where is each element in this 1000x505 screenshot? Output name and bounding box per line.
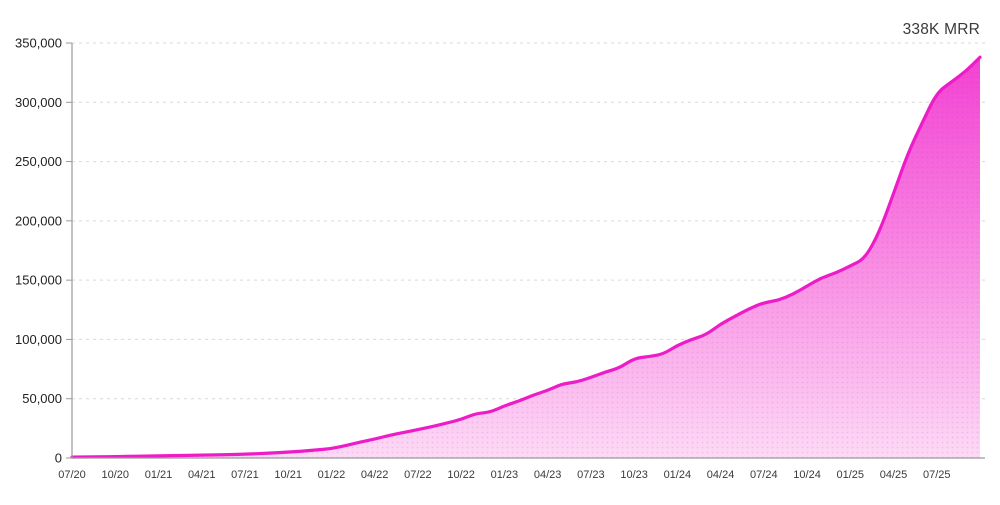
x-tick-label: 01/25 bbox=[837, 469, 865, 481]
y-tick-label: 200,000 bbox=[15, 213, 62, 228]
y-tick-label: 150,000 bbox=[15, 273, 62, 288]
x-tick-label: 04/25 bbox=[880, 469, 908, 481]
x-tick-label: 01/23 bbox=[491, 469, 519, 481]
x-tick-label: 10/24 bbox=[793, 469, 821, 481]
chart-title: 338K MRR bbox=[902, 21, 980, 38]
x-tick-label: 07/20 bbox=[58, 469, 86, 481]
x-tick-label: 04/21 bbox=[188, 469, 216, 481]
area-fill-dot-texture bbox=[72, 57, 980, 458]
x-tick-label: 07/23 bbox=[577, 469, 605, 481]
x-tick-label: 07/21 bbox=[231, 469, 259, 481]
y-tick-label: 0 bbox=[55, 451, 62, 466]
x-tick-label: 07/25 bbox=[923, 469, 951, 481]
y-tick-label: 350,000 bbox=[15, 36, 62, 51]
y-tick-label: 100,000 bbox=[15, 332, 62, 347]
axes-layer bbox=[66, 42, 985, 459]
x-tick-label: 01/22 bbox=[318, 469, 346, 481]
axis-labels-layer: 0 50,000 100,000 150,000 200,000 250,000 300,0… bbox=[15, 36, 951, 482]
area-series-layer bbox=[70, 55, 982, 459]
x-tick-label: 10/23 bbox=[620, 469, 648, 481]
x-tick-label: 07/22 bbox=[404, 469, 432, 481]
trend-line bbox=[70, 55, 982, 459]
x-tick-label: 04/24 bbox=[707, 469, 735, 481]
x-tick-label: 04/23 bbox=[534, 469, 562, 481]
x-tick-label: 01/21 bbox=[145, 469, 173, 481]
y-tick-label: 250,000 bbox=[15, 154, 62, 169]
y-tick-label: 300,000 bbox=[15, 95, 62, 110]
x-tick-label: 10/20 bbox=[101, 469, 129, 481]
x-tick-label: 07/24 bbox=[750, 469, 778, 481]
x-tick-label: 10/21 bbox=[274, 469, 302, 481]
y-tick-label: 50,000 bbox=[22, 391, 62, 406]
x-tick-label: 10/22 bbox=[447, 469, 475, 481]
x-tick-label: 04/22 bbox=[361, 469, 389, 481]
x-tick-label: 01/24 bbox=[664, 469, 692, 481]
